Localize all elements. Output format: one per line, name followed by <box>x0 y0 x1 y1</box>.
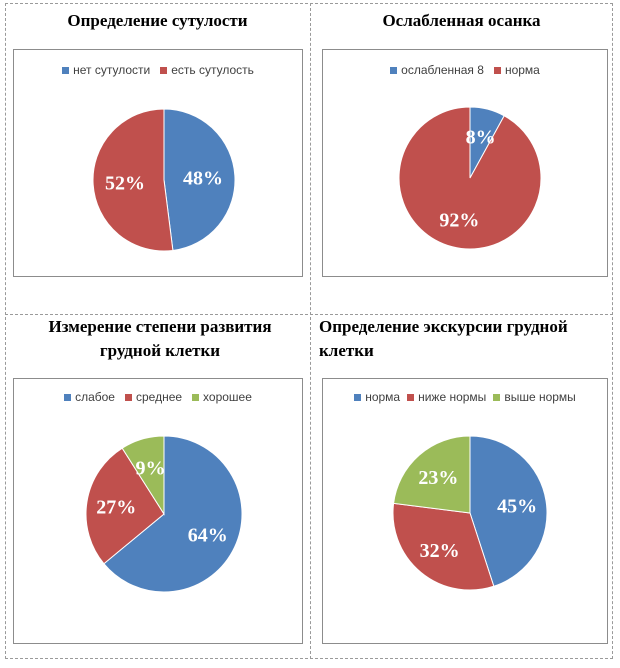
legend-label: норма <box>504 63 540 77</box>
legend-item: слабое <box>64 390 115 404</box>
pie-chart: 8% 92% <box>398 106 542 250</box>
legend-label: выше нормы <box>504 390 576 404</box>
legend-swatch <box>124 393 132 401</box>
pie-slice <box>469 435 548 587</box>
legend-swatch <box>354 393 362 401</box>
data-label: 23% <box>418 467 458 489</box>
data-label: 45% <box>497 496 537 518</box>
chart-title: Определение сутулости <box>67 11 248 30</box>
pie-slice <box>85 447 165 565</box>
legend-swatch <box>407 393 415 401</box>
legend-swatch <box>192 393 200 401</box>
pie-chart: 48% 52% <box>92 108 236 252</box>
legend-item: хорошее <box>192 390 252 404</box>
chart-panel-3: Измерение степени развития грудной клетк… <box>5 314 310 659</box>
chart-panel-4: Определение экскурсии грудной клетки нор… <box>310 314 613 659</box>
chart-area: слабое среднее хорошее 64% 27% 9% <box>13 378 303 644</box>
chart-panel-1: Определение сутулости нет сутулости есть… <box>5 3 310 314</box>
legend: нет сутулости есть сутулость <box>14 63 302 77</box>
legend-label: есть сутулость <box>171 63 254 77</box>
data-label: 92% <box>439 209 479 231</box>
legend-swatch <box>493 66 501 74</box>
legend-item: среднее <box>124 390 183 404</box>
legend-label: среднее <box>135 390 183 404</box>
pie-slice <box>393 435 471 514</box>
chart-title: Измерение степени развития грудной клетк… <box>48 317 272 360</box>
legend-label: слабое <box>75 390 115 404</box>
pie-slice <box>392 502 495 591</box>
legend-label: норма <box>365 390 401 404</box>
grid-divider-horizontal <box>5 314 613 315</box>
legend-item: есть сутулость <box>160 63 254 77</box>
legend-swatch <box>160 66 168 74</box>
pie-slice <box>163 108 236 251</box>
chart-area: нет сутулости есть сутулость 48% 52% <box>13 49 303 277</box>
legend-swatch <box>390 66 398 74</box>
pie-chart: 45% 32% 23% <box>392 435 548 591</box>
legend-swatch <box>62 66 70 74</box>
chart-area: норма ниже нормы выше нормы 45% 32% 23% <box>322 378 608 644</box>
pie-slice <box>92 108 174 252</box>
pie-chart: 64% 27%9% <box>85 435 243 593</box>
data-label: 27% <box>96 496 136 518</box>
chart-area: ослабленная 8 норма 8% 92% <box>322 49 608 277</box>
pie-slice <box>121 435 165 516</box>
legend: норма ниже нормы выше нормы <box>323 390 607 404</box>
legend: слабое среднее хорошее <box>14 390 302 404</box>
legend-item: ослабленная 8 <box>390 63 484 77</box>
data-label: 32% <box>420 540 460 562</box>
pie-slice <box>103 435 243 593</box>
legend-swatch <box>493 393 501 401</box>
legend-item: норма <box>354 390 400 404</box>
legend-swatch <box>64 393 72 401</box>
data-label: 64% <box>188 525 228 547</box>
pie-slice <box>398 106 542 250</box>
legend-item: норма <box>493 63 540 77</box>
legend: ослабленная 8 норма <box>323 63 607 77</box>
legend-label: ослабленная 8 <box>401 63 484 77</box>
chart-grid-frame <box>5 3 613 659</box>
chart-title: Ослабленная осанка <box>382 11 541 30</box>
legend-label: ниже нормы <box>418 390 487 404</box>
chart-panel-2: Ослабленная осанка ослабленная 8 норма 8… <box>310 3 613 314</box>
data-label: 9% <box>136 458 166 480</box>
grid-divider-vertical <box>310 3 311 659</box>
legend-item: выше нормы <box>493 390 576 404</box>
data-label: 8% <box>466 127 496 149</box>
data-label: 52% <box>105 172 145 194</box>
legend-label: нет сутулости <box>73 63 151 77</box>
chart-title: Определение экскурсии грудной клетки <box>319 317 568 360</box>
legend-label: хорошее <box>203 390 252 404</box>
data-label: 48% <box>183 168 223 190</box>
legend-item: нет сутулости <box>62 63 150 77</box>
legend-item: ниже нормы <box>407 390 486 404</box>
